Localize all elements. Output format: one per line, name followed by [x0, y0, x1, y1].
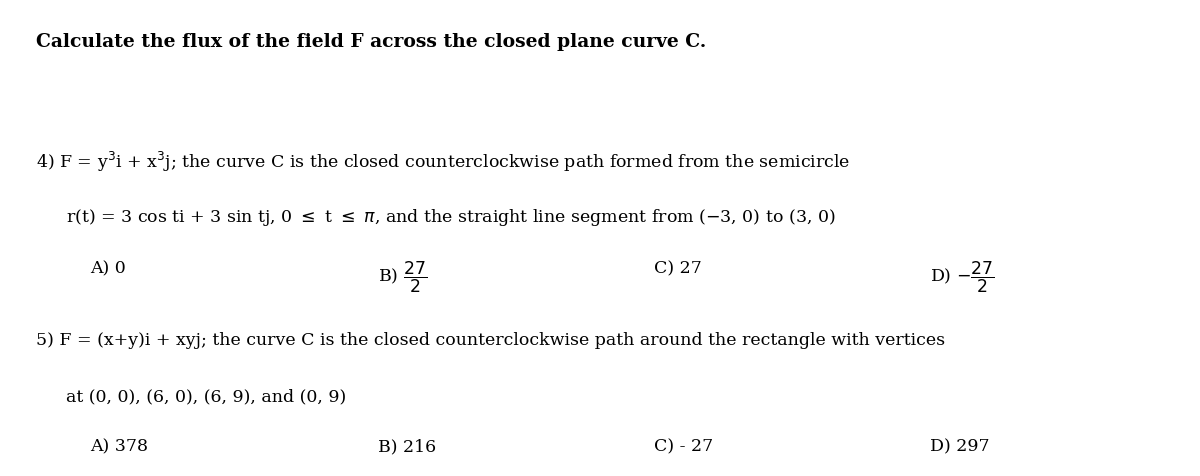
Text: Calculate the flux of the field F across the closed plane curve C.: Calculate the flux of the field F across… — [36, 33, 707, 51]
Text: 4) F = y$^3$i + x$^3$j; the curve C is the closed counterclockwise path formed f: 4) F = y$^3$i + x$^3$j; the curve C is t… — [36, 150, 851, 174]
Text: D) 297: D) 297 — [930, 438, 990, 455]
Text: 5) F = (x+y)i + xyj; the curve C is the closed counterclockwise path around the : 5) F = (x+y)i + xyj; the curve C is the … — [36, 331, 946, 348]
Text: r(t) = 3 cos ti + 3 sin tj, 0 $\leq$ t $\leq$ $\pi$, and the straight line segme: r(t) = 3 cos ti + 3 sin tj, 0 $\leq$ t $… — [66, 207, 835, 228]
Text: D) $-\dfrac{27}{2}$: D) $-\dfrac{27}{2}$ — [930, 259, 995, 295]
Text: at (0, 0), (6, 0), (6, 9), and (0, 9): at (0, 0), (6, 0), (6, 9), and (0, 9) — [66, 388, 347, 405]
Text: A) 0: A) 0 — [90, 259, 126, 277]
Text: A) 378: A) 378 — [90, 438, 148, 455]
Text: C) - 27: C) - 27 — [654, 438, 713, 455]
Text: C) 27: C) 27 — [654, 259, 702, 277]
Text: B) 216: B) 216 — [378, 438, 436, 455]
Text: B) $\dfrac{27}{2}$: B) $\dfrac{27}{2}$ — [378, 259, 427, 295]
